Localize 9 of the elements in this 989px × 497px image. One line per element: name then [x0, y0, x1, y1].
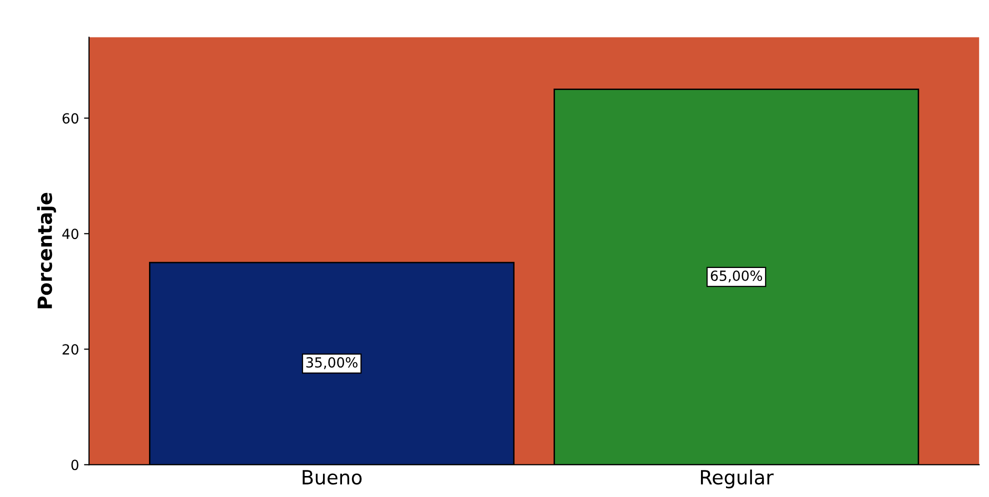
- y-tick-label: 0: [71, 460, 78, 470]
- data-label: 65,00%: [710, 270, 762, 282]
- y-tick-label: 60: [62, 113, 78, 124]
- y-axis-title: Porcentaje: [37, 192, 56, 308]
- y-tick-label: 40: [62, 228, 78, 240]
- x-tick-label: Bueno: [302, 470, 362, 485]
- y-tick-label: 20: [62, 344, 78, 355]
- data-label: 35,00%: [306, 357, 358, 370]
- x-tick-label: Regular: [700, 470, 774, 488]
